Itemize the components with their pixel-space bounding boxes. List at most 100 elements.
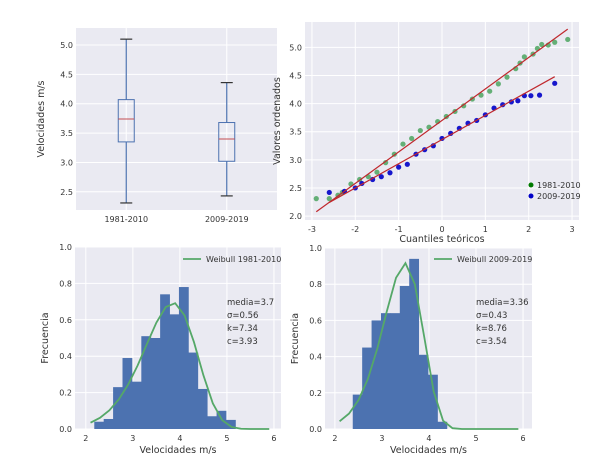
data-point	[326, 189, 332, 196]
data-point	[478, 92, 484, 98]
series-1981-2010	[313, 36, 571, 202]
x-tick-label: 0	[439, 225, 444, 234]
y-tick-label: 4.5	[289, 71, 302, 80]
legend: Weibull 2009-2019	[434, 255, 532, 264]
histogram-bar	[94, 421, 105, 429]
y-tick-label: 0.6	[309, 316, 322, 325]
histogram-bar	[390, 313, 401, 429]
stat-text: c=3.54	[476, 337, 507, 347]
stat-text: media=3.7	[227, 298, 274, 308]
data-point	[409, 135, 415, 142]
x-tick-label: 3	[379, 434, 384, 443]
y-tick-label: 1.0	[59, 243, 72, 252]
subplot-3: 0.0 0.2 0.4 0.6 0.8 1.0 2 3 4 5 6 Velocidades m/s Fr…	[40, 243, 281, 456]
legend-label: Weibull 2009-2019	[457, 255, 532, 264]
legend-label: 1981-2010	[537, 181, 581, 190]
axes-background	[76, 28, 277, 210]
y-tick-label: 3.0	[289, 156, 302, 165]
data-point	[387, 170, 393, 176]
y-tick-label: 4.0	[289, 100, 302, 109]
y-tick-label: 1.0	[309, 244, 322, 253]
x-tick-label: 5	[473, 434, 478, 443]
y-tick-label: 0.2	[309, 389, 322, 398]
y-tick-label: 2.5	[289, 184, 302, 193]
histogram-bars	[352, 258, 448, 429]
histogram-bar	[131, 381, 142, 429]
y-tick-label: 5.0	[289, 43, 302, 52]
histogram-bar	[169, 314, 180, 429]
histogram-bar	[197, 388, 208, 429]
fit-line-1981-2010	[315, 28, 569, 213]
histogram-bars	[94, 287, 236, 429]
data-point	[521, 54, 527, 60]
legend: 1981-2010 2009-2019	[528, 181, 581, 201]
iqr-box	[117, 99, 135, 143]
y-tick-label: 0.0	[59, 425, 72, 434]
y-tick-label: 5.0	[60, 41, 73, 50]
x-axis-label: Velocidades m/s	[390, 445, 467, 456]
data-point	[461, 103, 467, 109]
x-axis-label: Velocidades m/s	[139, 445, 216, 456]
y-tick-label: 0.2	[59, 389, 72, 398]
histogram-bar	[418, 354, 429, 429]
data-point	[539, 41, 545, 48]
y-tick-label: 3.0	[60, 158, 73, 167]
histogram-bar	[409, 258, 420, 429]
stat-text: σ=0.43	[476, 311, 507, 321]
x-tick-label: 1	[483, 225, 488, 234]
legend-label: Weibull 1981-2010	[206, 255, 281, 264]
histogram-bar	[207, 416, 217, 429]
weibull-curve	[339, 261, 519, 430]
histogram-bar	[122, 358, 133, 429]
y-tick-label: 4.0	[60, 100, 73, 109]
histogram-bar	[380, 313, 391, 429]
stat-text: k=8.76	[476, 324, 507, 334]
data-point	[313, 196, 319, 202]
y-tick-label: 0.6	[59, 316, 72, 325]
x-tick-label: 4	[177, 434, 182, 443]
x-axis-label: Cuantiles teóricos	[399, 234, 484, 245]
x-tick-label: 6	[271, 434, 276, 443]
data-point	[374, 169, 380, 175]
y-axis-label: Frecuencia	[40, 312, 51, 363]
histogram-bar	[371, 320, 382, 429]
weibull-curve	[90, 302, 270, 430]
y-axis-label: Frecuencia	[290, 313, 301, 364]
histogram-bar	[188, 352, 199, 429]
data-point	[417, 127, 423, 134]
legend-marker	[528, 182, 534, 188]
histogram-bar	[437, 421, 448, 429]
histogram-bar	[362, 347, 372, 429]
y-tick-label: 0.0	[309, 425, 322, 434]
data-point	[404, 161, 410, 167]
histogram-bar	[225, 419, 236, 429]
y-tick-label: 0.8	[309, 280, 322, 289]
fit-line-2009-2019	[328, 76, 556, 203]
stat-text: c=3.93	[227, 337, 258, 347]
iqr-box	[218, 122, 236, 162]
y-tick-label: 2.0	[289, 212, 302, 221]
x-tick-label: -2	[351, 225, 359, 234]
data-point	[326, 196, 332, 202]
x-tick-label: 4	[426, 434, 431, 443]
histogram-bar	[150, 338, 161, 429]
histogram-bar	[399, 286, 410, 429]
stat-text: k=7.34	[227, 324, 258, 334]
y-axis-label: Velocidades m/s	[36, 80, 47, 157]
stat-text: σ=0.56	[227, 311, 258, 321]
y-tick-label: 4.5	[60, 70, 73, 79]
y-tick-label: 2.5	[60, 188, 73, 197]
y-tick-label: 0.4	[59, 352, 72, 361]
legend-label: 2009-2019	[537, 192, 581, 201]
data-point	[487, 88, 493, 94]
box-1981-2010	[117, 38, 135, 204]
x-tick-label: 2	[526, 225, 531, 234]
x-tick-label: 6	[521, 434, 526, 443]
histogram-bar	[352, 394, 363, 429]
x-tick-label: 2009-2019	[205, 215, 249, 224]
x-tick-label: 3	[130, 434, 135, 443]
x-tick-label: 3	[570, 225, 575, 234]
subplot-2: 2.0 2.5 3.0 3.5 4.0 4.5 5.0 -3 -2 -1 0 1 2 3 Cuantiles…	[272, 22, 581, 245]
data-point	[400, 141, 406, 147]
